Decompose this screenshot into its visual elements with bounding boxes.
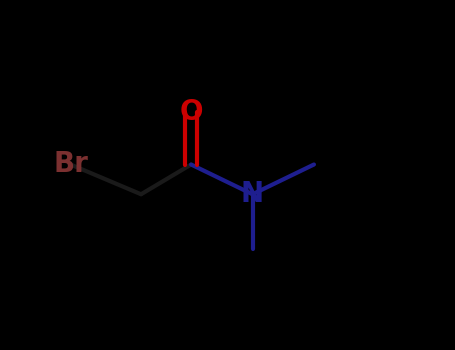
Text: N: N bbox=[241, 180, 264, 208]
Text: Br: Br bbox=[53, 150, 88, 178]
Text: O: O bbox=[179, 98, 203, 126]
